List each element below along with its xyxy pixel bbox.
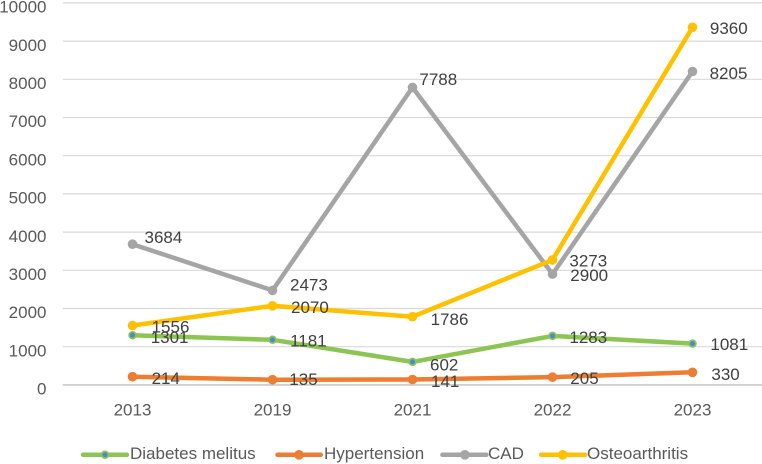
svg-text:330: 330	[711, 365, 739, 384]
svg-text:214: 214	[152, 369, 180, 388]
svg-text:CAD: CAD	[488, 444, 524, 463]
svg-text:1301: 1301	[151, 328, 189, 347]
svg-text:1786: 1786	[431, 310, 469, 329]
svg-text:1081: 1081	[710, 335, 748, 354]
svg-text:2070: 2070	[291, 298, 329, 317]
svg-text:3273: 3273	[569, 251, 607, 270]
svg-text:205: 205	[570, 369, 598, 388]
svg-text:2021: 2021	[394, 401, 432, 420]
svg-text:Diabetes melitus: Diabetes melitus	[130, 444, 256, 463]
svg-text:Hypertension: Hypertension	[324, 444, 424, 463]
svg-text:10000: 10000	[0, 0, 47, 17]
svg-text:7788: 7788	[419, 70, 457, 89]
svg-text:7000: 7000	[9, 112, 47, 131]
svg-text:2023: 2023	[674, 401, 712, 420]
svg-text:602: 602	[430, 355, 458, 374]
svg-text:3000: 3000	[9, 265, 47, 284]
svg-text:9000: 9000	[9, 36, 47, 55]
svg-text:1181: 1181	[290, 332, 327, 351]
svg-text:135: 135	[289, 370, 317, 389]
svg-text:1000: 1000	[9, 341, 47, 360]
svg-text:2000: 2000	[9, 303, 47, 322]
svg-text:9360: 9360	[710, 19, 748, 38]
svg-text:6000: 6000	[9, 150, 47, 169]
svg-text:4000: 4000	[9, 227, 47, 246]
svg-text:2013: 2013	[114, 401, 152, 420]
svg-text:1556: 1556	[152, 317, 190, 336]
svg-text:0: 0	[37, 380, 46, 399]
svg-text:5000: 5000	[9, 189, 47, 208]
svg-text:2019: 2019	[254, 401, 292, 420]
svg-text:141: 141	[431, 372, 459, 391]
svg-text:2900: 2900	[570, 266, 608, 285]
svg-text:2473: 2473	[290, 276, 328, 295]
svg-text:1283: 1283	[569, 328, 607, 347]
svg-text:8000: 8000	[9, 74, 47, 93]
svg-text:Osteoarthritis: Osteoarthritis	[587, 444, 688, 463]
svg-text:2022: 2022	[534, 401, 572, 420]
svg-text:3684: 3684	[145, 228, 183, 247]
svg-text:8205: 8205	[710, 64, 748, 83]
